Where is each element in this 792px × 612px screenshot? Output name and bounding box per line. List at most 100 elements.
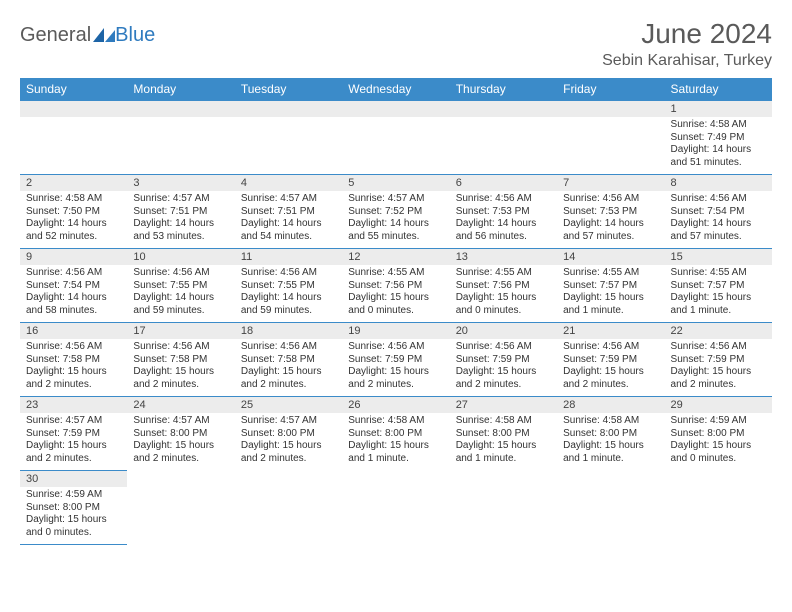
day-number: 13 bbox=[450, 249, 557, 265]
day-number: 3 bbox=[127, 175, 234, 191]
sunset-text: Sunset: 7:59 PM bbox=[26, 428, 121, 441]
daylight-text: and 1 minute. bbox=[563, 305, 658, 318]
day-number: 27 bbox=[450, 397, 557, 413]
sunset-text: Sunset: 7:55 PM bbox=[241, 280, 336, 293]
day-details: Sunrise: 4:58 AMSunset: 8:00 PMDaylight:… bbox=[342, 413, 449, 469]
day-number: 17 bbox=[127, 323, 234, 339]
calendar-cell: 4Sunrise: 4:57 AMSunset: 7:51 PMDaylight… bbox=[235, 175, 342, 249]
daylight-text: and 1 minute. bbox=[348, 453, 443, 466]
day-number: 23 bbox=[20, 397, 127, 413]
day-number: 9 bbox=[20, 249, 127, 265]
calendar-week: 16 Sunrise: 4:56 AM Sunset: 7:58 PM Dayligh… bbox=[20, 323, 772, 397]
daylight-text: Daylight: 14 hours bbox=[133, 218, 228, 231]
daylight-text: Daylight: 15 hours bbox=[241, 366, 336, 379]
day-details: Sunrise: 4:59 AMSunset: 8:00 PMDaylight:… bbox=[20, 487, 127, 543]
weekday-header-row: SundayMondayTuesdayWednesdayThursdayFrid… bbox=[20, 78, 772, 101]
sunset-text: Sunset: 7:53 PM bbox=[456, 206, 551, 219]
sunrise-text: Sunrise: 4:58 AM bbox=[563, 415, 658, 428]
sunset-text: Sunset: 7:51 PM bbox=[133, 206, 228, 219]
day-number bbox=[557, 101, 664, 117]
month-title: June 2024 bbox=[602, 18, 772, 50]
sunrise-text: Sunrise: 4:58 AM bbox=[26, 193, 121, 206]
sunrise-text: Sunrise: 4:57 AM bbox=[133, 415, 228, 428]
sunrise-text: Sunrise: 4:58 AM bbox=[456, 415, 551, 428]
day-details: Sunrise: 4:57 AMSunset: 7:51 PMDaylight:… bbox=[235, 191, 342, 247]
sunset-text: Sunset: 7:59 PM bbox=[456, 354, 551, 367]
daylight-text: and 51 minutes. bbox=[671, 157, 766, 170]
sunrise-text: Sunrise: 4:57 AM bbox=[133, 193, 228, 206]
daylight-text: and 59 minutes. bbox=[241, 305, 336, 318]
weekday-header: Wednesday bbox=[342, 78, 449, 101]
day-number: 22 bbox=[665, 323, 772, 339]
calendar-cell: 17Sunrise: 4:56 AMSunset: 7:58 PMDayligh… bbox=[127, 323, 234, 397]
calendar-cell bbox=[557, 471, 664, 545]
calendar-week: 30Sunrise: 4:59 AMSunset: 8:00 PMDayligh… bbox=[20, 471, 772, 545]
daylight-text: and 2 minutes. bbox=[348, 379, 443, 392]
sunrise-text: Sunrise: 4:56 AM bbox=[133, 267, 228, 280]
calendar-cell: 13Sunrise: 4:55 AMSunset: 7:56 PMDayligh… bbox=[450, 249, 557, 323]
sunrise-text: Sunrise: 4:55 AM bbox=[671, 267, 766, 280]
sunrise-text: Sunrise: 4:55 AM bbox=[456, 267, 551, 280]
day-number bbox=[450, 471, 557, 487]
calendar-cell bbox=[450, 101, 557, 175]
day-number bbox=[450, 101, 557, 117]
sunset-text: Sunset: 7:54 PM bbox=[26, 280, 121, 293]
day-number: 7 bbox=[557, 175, 664, 191]
day-details: Sunrise: 4:56 AMSunset: 7:59 PMDaylight:… bbox=[342, 339, 449, 395]
sunrise-text: Sunrise: 4:56 AM bbox=[671, 341, 766, 354]
calendar-cell bbox=[342, 101, 449, 175]
calendar-cell: 18Sunrise: 4:56 AMSunset: 7:58 PMDayligh… bbox=[235, 323, 342, 397]
calendar-cell: 23Sunrise: 4:57 AMSunset: 7:59 PMDayligh… bbox=[20, 397, 127, 471]
sunrise-text: Sunrise: 4:56 AM bbox=[241, 267, 336, 280]
location-label: Sebin Karahisar, Turkey bbox=[602, 52, 772, 70]
calendar-cell: 7Sunrise: 4:56 AMSunset: 7:53 PMDaylight… bbox=[557, 175, 664, 249]
sunset-text: Sunset: 7:57 PM bbox=[563, 280, 658, 293]
day-number bbox=[235, 471, 342, 487]
day-details: Sunrise: 4:56 AMSunset: 7:59 PMDaylight:… bbox=[665, 339, 772, 395]
calendar-cell bbox=[450, 471, 557, 545]
day-details: Sunrise: 4:56 AMSunset: 7:54 PMDaylight:… bbox=[20, 265, 127, 321]
day-details: Sunrise: 4:58 AMSunset: 7:50 PMDaylight:… bbox=[20, 191, 127, 247]
calendar-cell bbox=[127, 471, 234, 545]
day-number: 16 bbox=[20, 323, 127, 339]
daylight-text: Daylight: 14 hours bbox=[456, 218, 551, 231]
calendar-week: 9Sunrise: 4:56 AMSunset: 7:54 PMDaylight… bbox=[20, 249, 772, 323]
sunset-text: Sunset: 7:54 PM bbox=[671, 206, 766, 219]
daylight-text: and 2 minutes. bbox=[26, 379, 121, 392]
sunrise-text: Sunrise: 4:57 AM bbox=[26, 415, 121, 428]
daylight-text: and 2 minutes. bbox=[456, 379, 551, 392]
daylight-text: Daylight: 14 hours bbox=[563, 218, 658, 231]
daylight-text: and 53 minutes. bbox=[133, 231, 228, 244]
daylight-text: and 2 minutes. bbox=[26, 453, 121, 466]
day-number bbox=[127, 101, 234, 117]
sunrise-text: Sunrise: 4:56 AM bbox=[563, 341, 658, 354]
day-number bbox=[127, 471, 234, 487]
calendar-week: 23Sunrise: 4:57 AMSunset: 7:59 PMDayligh… bbox=[20, 397, 772, 471]
daylight-text: Daylight: 15 hours bbox=[26, 514, 121, 527]
daylight-text: Daylight: 15 hours bbox=[456, 366, 551, 379]
calendar-cell bbox=[342, 471, 449, 545]
daylight-text: and 57 minutes. bbox=[563, 231, 658, 244]
sunset-text: Sunset: 7:55 PM bbox=[133, 280, 228, 293]
daylight-text: and 56 minutes. bbox=[456, 231, 551, 244]
sunset-text: Sunset: 8:00 PM bbox=[348, 428, 443, 441]
daylight-text: Daylight: 15 hours bbox=[563, 366, 658, 379]
daylight-text: and 1 minute. bbox=[671, 305, 766, 318]
day-number: 28 bbox=[557, 397, 664, 413]
brand-part1: General bbox=[20, 24, 91, 47]
sunset-text: Sunset: 7:52 PM bbox=[348, 206, 443, 219]
sunset-text: Sunset: 7:59 PM bbox=[563, 354, 658, 367]
day-number bbox=[342, 471, 449, 487]
daylight-text: and 2 minutes. bbox=[133, 379, 228, 392]
day-number bbox=[557, 471, 664, 487]
sunset-text: Sunset: 7:58 PM bbox=[133, 354, 228, 367]
day-details: Sunrise: 4:58 AMSunset: 7:49 PMDaylight:… bbox=[665, 117, 772, 173]
sunset-text: Sunset: 7:50 PM bbox=[26, 206, 121, 219]
calendar-cell: 20Sunrise: 4:56 AMSunset: 7:59 PMDayligh… bbox=[450, 323, 557, 397]
calendar-cell bbox=[665, 471, 772, 545]
day-number bbox=[20, 101, 127, 117]
calendar-cell bbox=[20, 101, 127, 175]
sunrise-text: Sunrise: 4:56 AM bbox=[671, 193, 766, 206]
weekday-header: Monday bbox=[127, 78, 234, 101]
weekday-header: Thursday bbox=[450, 78, 557, 101]
